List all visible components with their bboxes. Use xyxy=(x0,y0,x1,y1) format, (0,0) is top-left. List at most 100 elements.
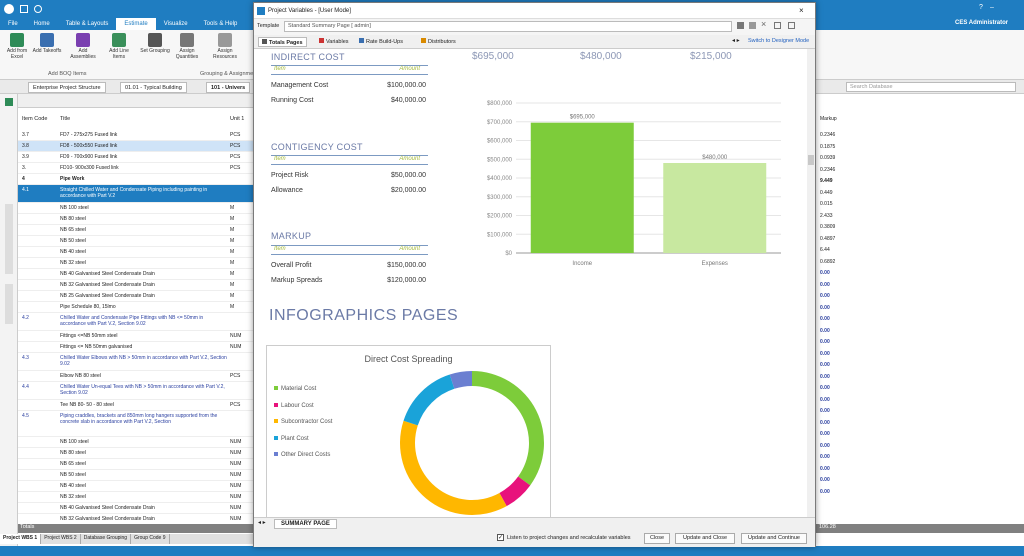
row-title: NB 80 steel xyxy=(60,216,86,222)
menu-visualize[interactable]: Visualize xyxy=(163,21,188,27)
tab-rate-build-ups[interactable]: Rate Build-Ups xyxy=(356,37,406,47)
update-and-close-button[interactable]: Update and Close xyxy=(675,533,735,544)
table-row[interactable]: NB 40 steel NUM xyxy=(18,481,255,492)
dialog-title: Project Variables - [User Mode] × xyxy=(254,3,815,19)
menu-table-layouts[interactable]: Table & Layouts xyxy=(65,21,109,27)
table-row[interactable]: 3.7 FD7 - 275x275 Fused link PCS xyxy=(18,130,255,141)
donut-slice-plant-cost[interactable] xyxy=(403,374,455,426)
tree-icon[interactable] xyxy=(5,98,13,106)
table-row[interactable]: 4 Pipe Work xyxy=(18,174,255,185)
tab-university[interactable]: 101 - Univers xyxy=(206,82,251,93)
table-row[interactable]: 3.9 FD9 - 700x900 Fused link PCS xyxy=(18,152,255,163)
close-button[interactable]: Close xyxy=(644,533,670,544)
row-title: FD8 - 500x550 Fused link xyxy=(60,143,118,149)
header-title[interactable]: Title xyxy=(60,116,71,122)
help-button[interactable]: ? xyxy=(979,4,983,11)
table-row[interactable]: NB 100 steel M xyxy=(18,203,255,214)
table-row[interactable]: Pipe Schedule 80, 15lmo M xyxy=(18,302,255,313)
donut-slice-material-cost[interactable] xyxy=(472,371,544,486)
delete-template-icon[interactable]: × xyxy=(761,19,767,29)
assign-resources-button[interactable]: Assign Resources xyxy=(210,32,240,60)
add-takeoffs-button[interactable]: Add Takeoffs xyxy=(32,32,62,54)
table-row[interactable]: 4.3 Chilled Water Elbows with NB > 50mm i… xyxy=(18,353,255,371)
table-row[interactable]: NB 40 steel M xyxy=(18,247,255,258)
copy-template-icon[interactable] xyxy=(749,22,756,29)
tab-variables[interactable]: Variables xyxy=(316,37,352,47)
bill-of-quantities-tab[interactable] xyxy=(5,204,13,274)
table-row[interactable]: Tee NB 80- 50 - 80 steel PCS xyxy=(18,400,255,411)
tab-totals-pages[interactable]: Totals Pages xyxy=(258,37,307,47)
table-row[interactable]: NB 65 steel M xyxy=(18,225,255,236)
nav-arrows-icon[interactable]: ◂ ▸ xyxy=(732,38,740,44)
save-icon[interactable] xyxy=(20,5,28,13)
menu-estimate[interactable]: Estimate xyxy=(116,18,156,30)
tab-group-code-9[interactable]: Group Code 9 xyxy=(131,534,170,544)
minimize-button[interactable]: – xyxy=(990,4,994,11)
table-row[interactable]: 4.5 Piping craddles, brackets and 850mm l… xyxy=(18,411,255,437)
undo-icon[interactable] xyxy=(34,5,42,13)
table-row[interactable]: 4.2 Chilled Water and Condensate Pipe Fit… xyxy=(18,313,255,331)
tab-project-wbs-2[interactable]: Project WBS 2 xyxy=(41,534,81,544)
3d-visualizer-tab[interactable] xyxy=(5,284,13,324)
header-unit[interactable]: Unit 1 xyxy=(230,116,245,122)
row-title: FD10- 900x300 Fused link xyxy=(60,165,119,171)
set-grouping-button[interactable]: Set Grouping xyxy=(140,32,170,54)
tab-database-grouping[interactable]: Database Grouping xyxy=(81,534,132,544)
donut-slice-labour-cost[interactable] xyxy=(499,476,531,507)
row-title: Fittings <=NB 50mm steel xyxy=(60,333,118,339)
table-row[interactable]: NB 32 Galvanised Steel Condensate Drain M xyxy=(18,280,255,291)
table-row[interactable]: Fittings <= NB 50mm galvanised NUM xyxy=(18,342,255,353)
recalculate-checkbox[interactable]: ✓ xyxy=(497,534,504,541)
add-assemblies-button[interactable]: Add Assemblies xyxy=(68,32,98,60)
add-from-excel-button[interactable]: Add from Excel xyxy=(2,32,32,60)
donut-slice-other-direct-costs[interactable] xyxy=(449,371,472,389)
designer-mode-link[interactable]: Switch to Designer Mode xyxy=(748,38,810,44)
menu-file[interactable]: File xyxy=(8,21,18,27)
tab-project-wbs-1[interactable]: Project WBS 1 xyxy=(0,534,42,544)
tab-summary-page[interactable]: SUMMARY PAGE xyxy=(274,519,337,529)
tab-enterprise-structure[interactable]: Enterprise Project Structure xyxy=(28,82,106,93)
table-row[interactable]: 4.4 Chilled Water Un-equal Tees with NB >… xyxy=(18,382,255,400)
table-row[interactable]: NB 25 Galvanised Steel Condensate Drain M xyxy=(18,291,255,302)
header-item-code[interactable]: Item Code xyxy=(22,116,48,122)
scroll-thumb[interactable] xyxy=(808,155,814,165)
save-template-icon[interactable] xyxy=(737,22,744,29)
table-row[interactable]: NB 50 steel NUM xyxy=(18,470,255,481)
table-row[interactable]: NB 40 Galvanised Steel Condensate Drain M xyxy=(18,269,255,280)
close-icon[interactable]: × xyxy=(799,6,804,15)
bar-expenses[interactable] xyxy=(663,163,767,253)
settings-template-icon[interactable] xyxy=(788,22,795,29)
table-row[interactable]: NB 100 steel NUM xyxy=(18,437,255,448)
table-row[interactable]: NB 40 Galvanised Steel Condensate Drain N… xyxy=(18,503,255,514)
table-row[interactable]: NB 32 steel M xyxy=(18,258,255,269)
donut-slice-subcontractor-cost[interactable] xyxy=(400,420,507,515)
table-row[interactable]: 3.8 FD8 - 500x550 Fused link PCS xyxy=(18,141,255,152)
row-title: Elbow NB 80 steel xyxy=(60,373,101,379)
table-row[interactable]: NB 50 steel M xyxy=(18,236,255,247)
table-row[interactable]: 4.1 Straight Chilled Water and Condensate… xyxy=(18,185,255,203)
add-line-items-button[interactable]: Add Line Items xyxy=(104,32,134,60)
tab-distributors[interactable]: Distributors xyxy=(418,37,459,47)
table-row[interactable]: NB 80 steel NUM xyxy=(18,448,255,459)
table-row[interactable]: NB 80 steel M xyxy=(18,214,255,225)
table-row[interactable]: NB 32 steel NUM xyxy=(18,492,255,503)
menu-tools-help[interactable]: Tools & Help xyxy=(203,21,238,27)
template-select[interactable]: Standard Summary Page [ admin] xyxy=(284,21,732,32)
bar-income[interactable] xyxy=(530,122,634,253)
assign-quantities-button[interactable]: Assign Quantities xyxy=(172,32,202,60)
table-row[interactable]: 3. FD10- 900x300 Fused link PCS xyxy=(18,163,255,174)
markup-header[interactable]: Markup xyxy=(820,116,837,122)
tab-typical-building[interactable]: 01.01 - Typical Building xyxy=(120,82,187,93)
search-input[interactable]: Search Database xyxy=(846,82,1016,92)
row-label: Management Cost xyxy=(271,82,329,89)
row-code: 4.4 xyxy=(22,384,29,390)
table-row[interactable]: Elbow NB 80 steel PCS xyxy=(18,371,255,382)
menu-home[interactable]: Home xyxy=(33,21,50,27)
sheet-nav-arrows[interactable]: ◂ ▸ xyxy=(258,520,266,526)
vertical-scrollbar[interactable] xyxy=(807,49,815,517)
update-and-continue-button[interactable]: Update and Continue xyxy=(741,533,807,544)
table-row[interactable]: NB 65 steel NUM xyxy=(18,459,255,470)
edit-template-icon[interactable] xyxy=(774,22,781,29)
table-row[interactable]: Fittings <=NB 50mm steel NUM xyxy=(18,331,255,342)
recalculate-label: Listen to project changes and recalculat… xyxy=(507,535,631,541)
